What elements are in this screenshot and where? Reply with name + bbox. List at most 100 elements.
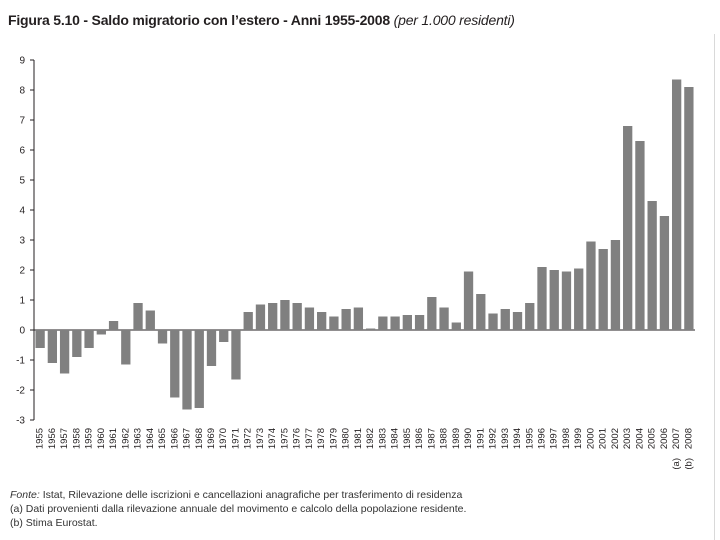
x-tick-label: 1992 [488,428,499,449]
bar-1981 [353,307,364,330]
bar-1993 [500,309,510,330]
x-tick-label: 2008 [683,428,694,449]
bar-1974 [268,303,278,330]
x-tick-label: 1984 [390,428,401,449]
x-tick-label: 1957 [59,428,70,449]
source-note: Fonte: Istat, Rilevazione delle iscrizio… [10,488,466,502]
bar-1987 [427,297,437,330]
x-tick-label: 1969 [206,428,217,449]
x-tick-label: 1961 [108,428,119,449]
x-tick-label: 1987 [426,428,437,449]
x-tick-label: 1962 [120,428,131,449]
x-tick-label: 1983 [377,428,388,449]
bar-2001 [598,249,608,330]
y-tick-label: 3 [19,236,25,247]
bar-1986 [414,315,425,330]
bar-2002 [610,240,621,330]
bar-1996 [537,267,547,330]
right-border-rule [714,34,715,540]
x-tick-label: 2006 [659,428,670,449]
y-tick-label: 2 [19,266,25,277]
chart-title-main: Figura 5.10 - Saldo migratorio con l’est… [8,12,390,28]
x-axis: 1955 1956 1957 1958 1959 1960 1961 1962 1963 1964… [35,428,695,449]
bar-1960 [96,330,106,335]
bar-1963 [133,303,143,330]
bar-1984 [390,316,400,330]
x-tick-label: 1973 [255,428,266,449]
bar-1961 [108,321,119,330]
x-tick-label: 1980 [341,428,352,449]
bar-1957 [59,330,70,374]
bar-1972 [243,312,253,330]
bar-1964 [145,310,155,330]
y-tick-label: 9 [19,56,25,67]
x-tick-label: 1978 [316,428,327,449]
bar-1959 [84,330,94,348]
x-tick-label: 1985 [402,428,413,449]
bar-2008 [684,87,694,330]
x-tick-label: 2002 [610,428,621,449]
bar-1990 [463,271,474,330]
y-tick-label: 6 [19,146,25,157]
x-tick-label: 2000 [585,428,596,449]
bar-1991 [476,294,486,330]
x-tick-label: 1956 [47,428,58,449]
x-tick-label: 1976 [292,428,303,449]
bar-1956 [47,330,58,363]
bar-1994 [512,312,523,330]
bar-2003 [623,126,633,330]
x-tick-label: 1974 [267,428,278,449]
bar-1966 [170,330,180,398]
x-tick-label: 1999 [573,428,584,449]
annotation-2007: (a) [671,458,682,470]
x-tick-label: 1981 [353,428,364,449]
bar-1962 [121,330,131,365]
x-tick-label: 1963 [133,428,144,449]
x-tick-label: 1965 [157,428,168,449]
bar-1977 [304,307,315,330]
y-tick-label: 0 [19,326,25,337]
x-tick-label: 1958 [71,428,82,449]
x-tick-label: 1967 [182,428,193,449]
y-axis: -3 -2 -1 0 1 2 3 4 5 6 7 8 9 [16,56,695,427]
x-tick-label: 2004 [634,428,645,449]
source-label: Fonte: [10,489,40,501]
x-tick-label: 1960 [96,428,107,449]
x-tick-label: 1998 [561,428,572,449]
bar-1958 [72,330,82,357]
x-tick-label: 2003 [622,428,633,449]
x-tick-label: 1991 [475,428,486,449]
bar-1979 [329,316,339,330]
x-tick-label: 1993 [500,428,511,449]
annotations: (a) (b) [671,458,694,470]
bar-series [35,79,694,410]
bar-1968 [194,330,204,408]
bar-1955 [35,330,45,348]
bar-1978 [317,312,327,330]
x-tick-label: 2001 [598,428,609,449]
bar-1973 [255,304,266,330]
x-tick-label: 1990 [463,428,474,449]
y-tick-label: 5 [19,176,25,187]
bar-1971 [231,330,241,380]
x-tick-label: 2007 [671,428,682,449]
x-tick-label: 1972 [243,428,254,449]
x-tick-label: 1979 [328,428,339,449]
bar-2007 [671,79,682,330]
x-tick-label: 1970 [218,428,229,449]
x-tick-label: 1964 [145,428,156,449]
bar-1982 [365,328,376,330]
x-tick-label: 1959 [84,428,95,449]
x-tick-label: 1982 [365,428,376,449]
bar-2004 [635,141,645,330]
x-tick-label: 1968 [194,428,205,449]
bar-1967 [182,330,192,410]
x-tick-label: 1977 [304,428,315,449]
y-tick-label: -2 [16,386,25,397]
bar-1985 [402,315,412,330]
bar-1998 [561,271,572,330]
x-tick-label: 1975 [279,428,290,449]
x-tick-label: 1994 [512,428,523,449]
x-tick-label: 1955 [35,428,46,449]
y-tick-label: 7 [19,116,25,127]
